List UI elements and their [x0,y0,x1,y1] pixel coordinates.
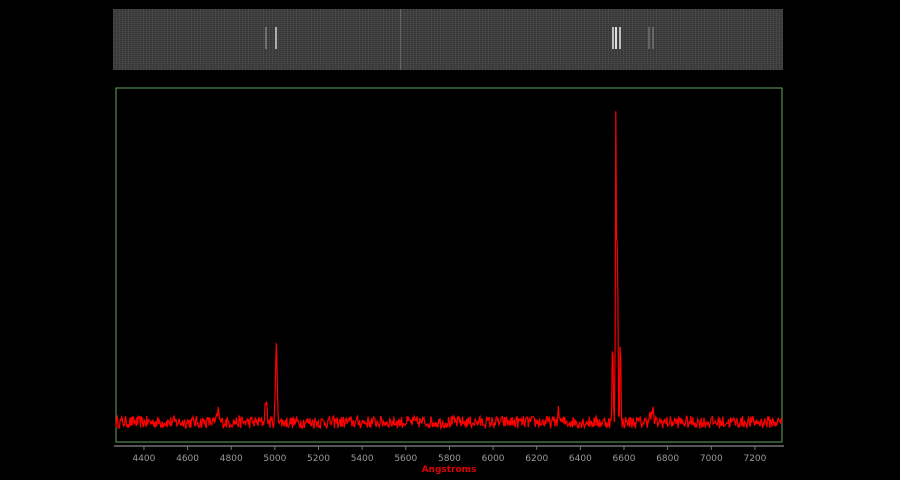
image-emission-line [611,27,614,49]
image-noise [113,9,783,70]
x-axis-label: Angstroms [422,465,477,475]
image-emission-line [619,27,622,49]
x-tick-label: 7000 [700,454,723,464]
x-tick-label: 6000 [482,454,505,464]
plot-frame [115,87,783,443]
image-emission-line [648,27,651,49]
x-tick-label: 4400 [132,454,155,464]
image-column-artifact [400,9,401,70]
x-tick-label: 6400 [569,454,592,464]
x-tick-label: 6200 [525,454,548,464]
x-tick-label: 6800 [656,454,679,464]
x-tick-label: 5000 [263,454,286,464]
x-tick-label: 4800 [220,454,243,464]
x-tick-label: 6600 [613,454,636,464]
image-emission-line [275,27,278,49]
x-tick-label: 5200 [307,454,330,464]
2d-spectrum-image [113,9,783,70]
x-tick-label: 7200 [743,454,766,464]
spectrum-line [115,111,783,431]
x-tick-label: 5800 [438,454,461,464]
x-tick-label: 4600 [176,454,199,464]
image-emission-line [651,27,654,49]
x-tick-label: 5600 [394,454,417,464]
x-tick-label: 5400 [351,454,374,464]
image-emission-line [264,27,267,49]
image-emission-line [614,27,617,49]
